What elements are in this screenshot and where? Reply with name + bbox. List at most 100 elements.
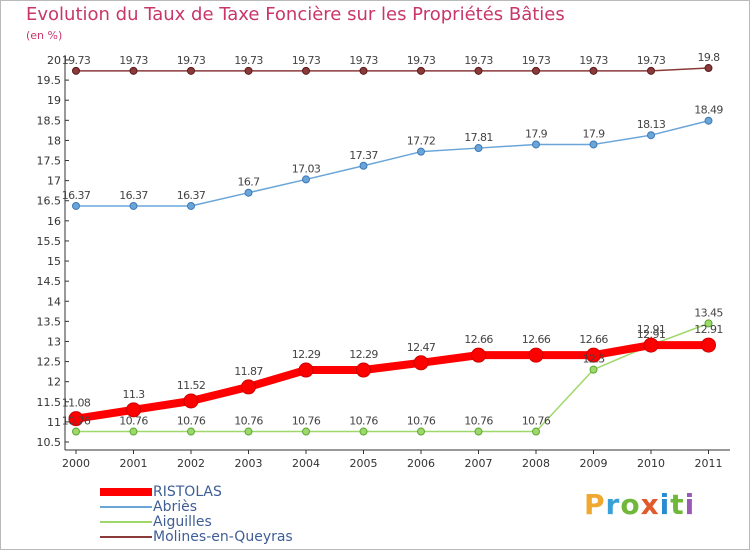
data-label: 17.03	[292, 162, 321, 175]
data-point	[183, 393, 199, 409]
y-tick-label: 19.5	[37, 74, 62, 87]
chart-title: Evolution du Taux de Taxe Foncière sur l…	[26, 4, 565, 25]
legend-swatch	[100, 506, 152, 508]
data-point	[589, 66, 598, 75]
logo-letter: i	[684, 488, 696, 521]
data-point	[129, 66, 138, 75]
data-label: 11.52	[177, 379, 206, 392]
data-point	[586, 347, 601, 363]
legend-swatch	[100, 488, 152, 496]
y-tick-label: 15.5	[37, 235, 62, 248]
data-label: 12.66	[464, 333, 493, 346]
data-point	[359, 427, 368, 436]
logo-letter: t	[670, 488, 685, 521]
data-point	[474, 144, 483, 153]
data-label: 12.66	[579, 333, 608, 346]
data-point	[704, 64, 713, 73]
data-point	[701, 337, 716, 353]
data-point	[532, 140, 540, 149]
data-point	[72, 427, 80, 436]
data-point	[187, 427, 195, 436]
data-label: 10.76	[349, 415, 378, 428]
data-label: 17.37	[349, 149, 378, 162]
y-tick-label: 19	[47, 94, 61, 107]
y-tick-label: 17	[47, 175, 61, 188]
data-point	[417, 66, 425, 75]
legend-label: Abriès	[153, 499, 198, 515]
data-point	[474, 66, 483, 75]
logo-letter: x	[640, 488, 660, 521]
data-label: 12.29	[292, 348, 321, 361]
x-tick-label: 2009	[580, 457, 608, 470]
logo-letter: r	[605, 488, 621, 521]
series-line	[75, 119, 710, 207]
data-point	[302, 427, 310, 436]
y-tick-label: 11.5	[37, 396, 62, 409]
data-label: 19.73	[579, 54, 608, 67]
data-label: 18.49	[694, 104, 723, 117]
data-point	[647, 131, 655, 140]
data-label: 10.76	[119, 415, 148, 428]
y-tick-label: 12	[47, 376, 61, 389]
legend-swatch	[100, 521, 152, 523]
data-label: 18.13	[637, 118, 666, 131]
unit-label: (en %)	[26, 29, 63, 42]
data-point	[298, 362, 314, 378]
data-label: 12.29	[349, 348, 378, 361]
x-tick-label: 2006	[407, 457, 435, 470]
x-tick-label: 2008	[522, 457, 550, 470]
data-label: 19.73	[407, 54, 436, 67]
data-label: 19.73	[637, 54, 666, 67]
series-line	[75, 67, 710, 72]
data-point	[244, 66, 253, 75]
data-point	[474, 427, 483, 436]
legend-label: RISTOLAS	[153, 484, 222, 500]
data-label: 10.76	[407, 415, 436, 428]
data-point	[244, 188, 253, 197]
data-point	[129, 201, 138, 210]
logo-letter: i	[659, 488, 671, 521]
series-line	[72, 341, 713, 423]
data-point	[187, 66, 195, 75]
x-tick-label: 2004	[292, 457, 320, 470]
data-point	[532, 427, 540, 436]
legend-label: Aiguilles	[153, 514, 212, 530]
data-label: 12.3	[582, 353, 605, 366]
y-tick-label: 13.5	[37, 315, 62, 328]
data-point	[126, 402, 141, 418]
data-point	[417, 427, 425, 436]
data-label: 19.73	[234, 54, 263, 67]
data-point	[413, 355, 429, 371]
data-point	[528, 347, 544, 363]
y-tick-label: 18	[47, 134, 61, 147]
y-tick-label: 14	[47, 295, 61, 308]
data-point	[647, 66, 655, 75]
y-tick-label: 17.5	[37, 155, 62, 168]
y-tick-label: 15	[47, 255, 61, 268]
data-point	[589, 140, 598, 149]
data-label: 19.8	[697, 51, 720, 64]
data-label: 17.72	[407, 135, 436, 148]
data-label: 11.08	[62, 397, 91, 410]
x-tick-label: 2010	[637, 457, 665, 470]
data-label: 16.37	[62, 189, 91, 202]
x-tick-label: 2003	[235, 457, 263, 470]
data-label: 12.91	[637, 328, 666, 341]
data-point	[241, 379, 256, 395]
data-point	[359, 66, 368, 75]
data-point	[302, 175, 310, 184]
x-tick-label: 2005	[350, 457, 378, 470]
data-label: 19.73	[177, 54, 206, 67]
data-label: 16.7	[237, 176, 260, 189]
data-label: 19.73	[349, 54, 378, 67]
data-label: 12.91	[694, 323, 723, 336]
x-tick-label: 2000	[62, 457, 90, 470]
x-tick-label: 2001	[120, 457, 148, 470]
data-point	[356, 362, 371, 378]
data-label: 19.73	[464, 54, 493, 67]
data-point	[643, 337, 659, 353]
data-label: 10.76	[62, 415, 91, 428]
data-point	[302, 66, 310, 75]
data-label: 17.81	[464, 131, 493, 144]
